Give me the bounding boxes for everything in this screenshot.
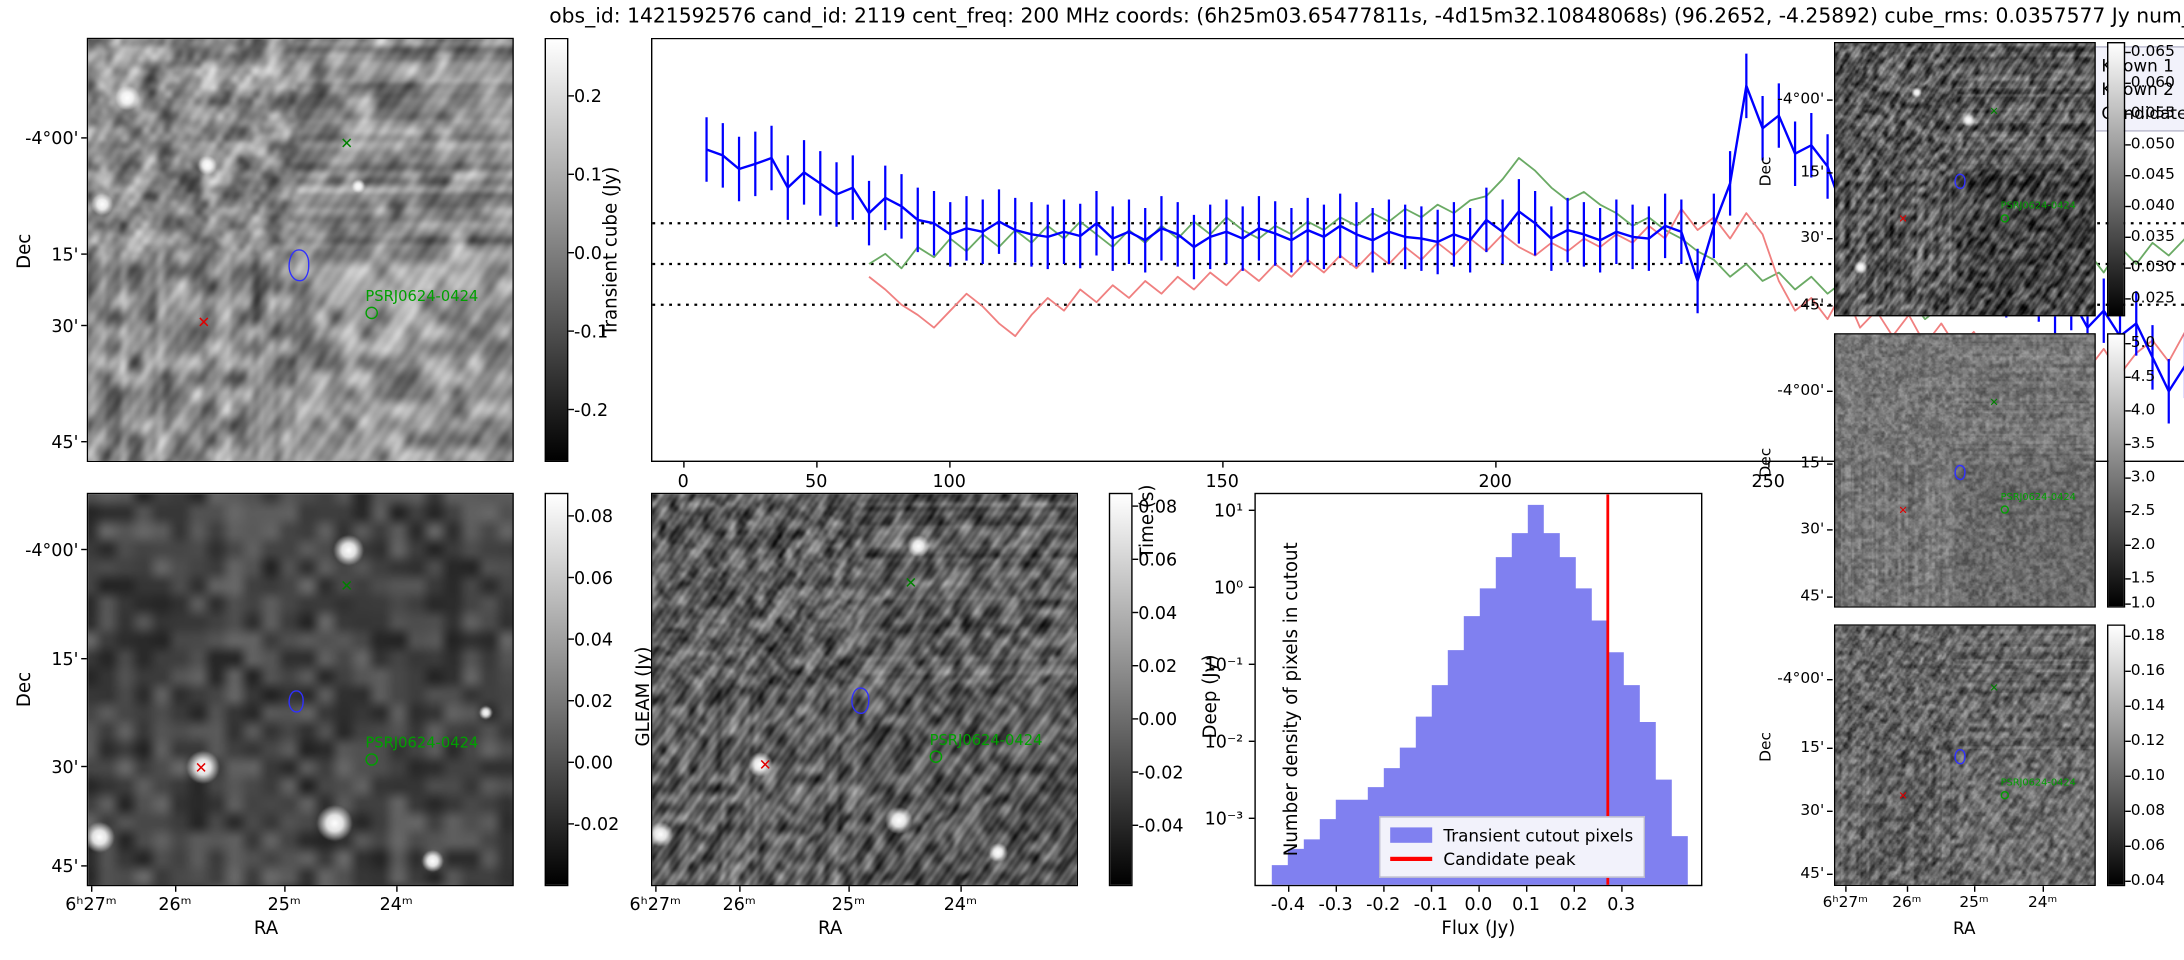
gleam-image-axes[interactable]: ✕ ✕ PSRJ0624-0424 xyxy=(86,492,514,887)
gleam-xlabel: RA xyxy=(253,918,279,940)
known-source-marker-green: ✕ xyxy=(1989,681,1999,695)
known-source-marker-red: ✕ xyxy=(197,313,211,332)
candidate-contour xyxy=(288,690,304,713)
tcg-xlabel: RA xyxy=(1952,918,1976,938)
legend-item-candidate-peak: Candidate peak xyxy=(1390,847,1634,871)
figure-suptitle: obs_id: 1421592576 cand_id: 2119 cent_fr… xyxy=(549,5,2184,28)
pulsar-label: PSRJ0624-0424 xyxy=(365,288,479,306)
pulsar-label: PSRJ0624-0424 xyxy=(929,732,1043,749)
pulsar-position-circle xyxy=(2000,214,2009,223)
known-source-marker-green: ✕ xyxy=(340,134,354,153)
legend-item-cutout-pixels: Transient cutout pixels xyxy=(1390,823,1634,847)
rms-colorbar[interactable] xyxy=(2107,42,2126,317)
deep-colorbar[interactable] xyxy=(1108,492,1133,887)
tcg-image-axes[interactable]: ✕ ✕ PSRJ0624-0424 xyxy=(1834,624,2096,887)
spike-colorbar[interactable] xyxy=(2107,333,2126,608)
legend-swatch-peak xyxy=(1390,857,1433,861)
known-source-marker-red: ✕ xyxy=(1898,789,1908,803)
legend-label: Candidate peak xyxy=(1443,849,1576,869)
known-source-marker-red: ✕ xyxy=(194,758,208,777)
pulsar-label: PSRJ0624-0424 xyxy=(2000,777,2076,789)
histogram-axes[interactable] xyxy=(1254,492,1703,887)
tcg-colorbar[interactable] xyxy=(2107,624,2126,887)
ytick-label: 30' xyxy=(51,315,79,336)
rms-ylabel: Dec xyxy=(1756,156,1775,187)
known-source-marker-red: ✕ xyxy=(1898,212,1908,226)
pulsar-position-circle xyxy=(929,750,943,763)
spike-image-axes[interactable]: ✕ ✕ PSRJ0624-0424 xyxy=(1834,333,2096,608)
spike-ylabel: Dec xyxy=(1756,447,1775,478)
histogram-xlabel: Flux (Jy) xyxy=(1441,918,1516,940)
pulsar-position-circle xyxy=(365,753,378,766)
pulsar-position-circle xyxy=(2000,791,2009,800)
lightcurve-xlabel: Time (s) xyxy=(1137,484,1159,559)
ytick-label: -4°00' xyxy=(25,127,79,149)
known-source-marker-red: ✕ xyxy=(1898,504,1908,517)
candidate-contour xyxy=(1954,173,1966,189)
histogram-legend[interactable]: Transient cutout pixels Candidate peak xyxy=(1379,816,1645,878)
deep-xlabel: RA xyxy=(818,918,843,940)
ytick-label: 45' xyxy=(51,431,79,453)
pulsar-position-circle xyxy=(2000,505,2009,514)
gleam-ylabel: Dec xyxy=(14,671,36,708)
known-source-marker-red: ✕ xyxy=(758,756,772,775)
known-source-marker-green: ✕ xyxy=(904,574,918,593)
transient-cube-ylabel: Dec xyxy=(14,233,36,269)
candidate-contour xyxy=(288,249,310,282)
gleam-skyimage xyxy=(88,494,513,885)
candidate-contour xyxy=(851,687,870,714)
histogram-ylabel: Number density of pixels in cutout xyxy=(1281,542,1303,857)
candidate-contour xyxy=(1954,749,1966,765)
known-source-marker-green: ✕ xyxy=(1989,396,1999,409)
legend-label: Transient cutout pixels xyxy=(1443,825,1634,845)
pulsar-label: PSRJ0624-0424 xyxy=(365,735,479,752)
gleam-colorbar[interactable] xyxy=(544,492,569,887)
deep-image-axes[interactable]: ✕ ✕ PSRJ0624-0424 xyxy=(651,492,1078,887)
pulsar-label: PSRJ0624-0424 xyxy=(2000,491,2076,503)
pulsar-position-circle xyxy=(365,306,378,320)
tcg-ylabel: Dec xyxy=(1756,732,1775,762)
ytick-label: 15' xyxy=(51,243,79,265)
transient-cube-colorbar[interactable] xyxy=(544,37,569,463)
pulsar-label: PSRJ0624-0424 xyxy=(2000,200,2076,212)
legend-swatch-cutout xyxy=(1390,827,1433,843)
transient-cube-colorbar-label: Transient cube (Jy) xyxy=(601,166,623,336)
rms-image-axes[interactable]: ✕ ✕ PSRJ0624-0424 xyxy=(1834,42,2096,317)
candidate-contour xyxy=(1954,464,1966,481)
transient-cube-image-axes[interactable]: ✕ ✕ PSRJ0624-0424 xyxy=(86,37,514,463)
known-source-marker-green: ✕ xyxy=(340,576,354,595)
known-source-marker-green: ✕ xyxy=(1989,105,1999,118)
